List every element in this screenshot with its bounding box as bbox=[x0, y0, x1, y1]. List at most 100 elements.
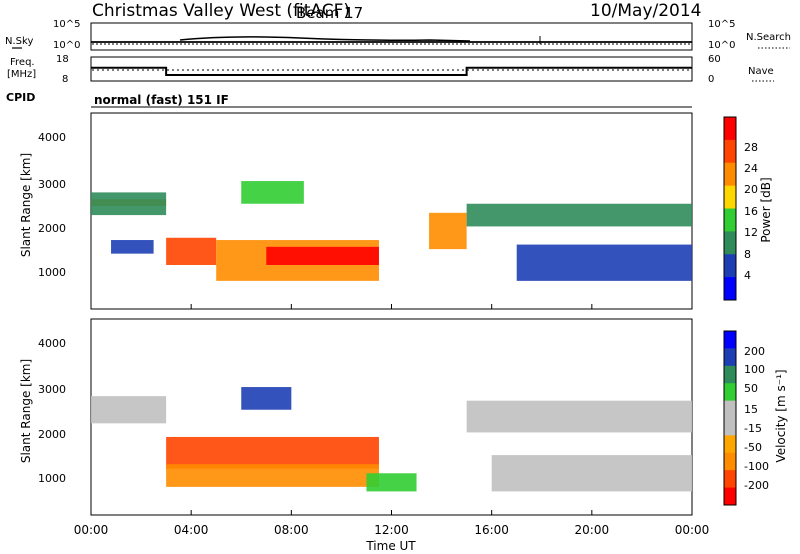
cpid-text: normal (fast) 151 IF bbox=[94, 93, 229, 107]
velocity-ylabel: Slant Range [km] bbox=[19, 359, 33, 463]
power-panel-region-3 bbox=[166, 237, 217, 265]
power-panel-region-9 bbox=[516, 244, 692, 281]
velocity-colorbar-segs-seg-9 bbox=[724, 487, 736, 506]
velocity-panel-region-3 bbox=[241, 387, 292, 410]
beam-label: Beam 17 bbox=[296, 4, 363, 22]
time-axis: 00:00 04:00 08:00 12:00 16:00 20:00 00:00 bbox=[74, 304, 710, 537]
nave-tick-bottom: 0 bbox=[708, 74, 714, 85]
velocity-ytick-4000: 4000 bbox=[38, 337, 66, 350]
nave-tick-top: 60 bbox=[708, 54, 721, 65]
power-colorbar-segs-seg-2 bbox=[724, 162, 736, 187]
power-colorbar-segs-seg-6 bbox=[724, 254, 736, 278]
freq-tick-top: 18 bbox=[56, 54, 69, 65]
velocity-colorbar-segs-seg-8 bbox=[724, 470, 736, 489]
vel-cb-tick-15: 15 bbox=[744, 403, 758, 416]
velocity-colorbar-segs-seg-1 bbox=[724, 348, 736, 367]
velocity-colorbar-segs-seg-7 bbox=[724, 452, 736, 471]
cpid-label: CPID bbox=[6, 91, 35, 104]
velocity-panel-region-0 bbox=[91, 396, 167, 424]
search-label: N.Search bbox=[746, 32, 791, 43]
power-cb-tick-8: 8 bbox=[744, 248, 751, 261]
time-tick-label: 20:00 bbox=[575, 523, 610, 537]
power-colorbar-segs-seg-4 bbox=[724, 208, 736, 232]
time-tick-label: 08:00 bbox=[274, 523, 309, 537]
power-colorbar-segs-seg-0 bbox=[724, 117, 736, 141]
velocity-colorbar-segs-seg-4 bbox=[724, 400, 736, 419]
velocity-panel: Slant Range [km] 4000 3000 2000 1000 bbox=[19, 318, 693, 516]
velocity-ytick-3000: 3000 bbox=[38, 383, 66, 396]
velocity-colorbar-segs-seg-5 bbox=[724, 418, 736, 436]
vel-cb-tick-m100: -100 bbox=[744, 460, 769, 473]
freq-label: Freq. bbox=[10, 57, 35, 68]
power-colorbar-frame bbox=[723, 116, 737, 301]
power-colorbar-segs-seg-7 bbox=[724, 277, 736, 301]
sky-label: N.Sky bbox=[5, 36, 33, 47]
time-tick-label: 16:00 bbox=[474, 523, 509, 537]
power-panel-region-2 bbox=[111, 240, 154, 254]
power-ytick-4000: 4000 bbox=[38, 131, 66, 144]
power-panel-region-5 bbox=[266, 246, 379, 265]
power-colorbar-label: Power [dB] bbox=[759, 177, 773, 242]
vel-cb-tick-200: 200 bbox=[744, 345, 765, 358]
power-cb-tick-4: 4 bbox=[744, 269, 751, 282]
power-panel-region-8 bbox=[466, 203, 692, 227]
velocity-colorbar-label: Velocity [m s⁻¹] bbox=[774, 369, 788, 462]
velocity-data-layer bbox=[91, 387, 692, 492]
power-ytick-1000: 1000 bbox=[38, 266, 66, 279]
nave-label: Nave bbox=[748, 66, 774, 77]
velocity-colorbar: 200 100 50 15 -15 -50 -100 -200 Velocity… bbox=[723, 330, 788, 506]
search-tick-top: 10^5 bbox=[708, 19, 735, 30]
power-colorbar: 28 24 20 16 12 8 4 Power [dB] bbox=[723, 116, 773, 301]
freq-trace bbox=[91, 66, 692, 76]
sky-tick-bottom: 10^0 bbox=[53, 40, 80, 51]
freq-tick-bottom: 8 bbox=[62, 74, 68, 85]
sky-bump-trace bbox=[179, 36, 471, 42]
vel-cb-tick-50: 50 bbox=[744, 382, 758, 395]
time-tick-label: 00:00 bbox=[74, 523, 109, 537]
velocity-colorbar-segs-seg-2 bbox=[724, 365, 736, 384]
sky-panel-frame bbox=[90, 22, 693, 51]
search-tick-bottom: 10^0 bbox=[708, 40, 735, 51]
vel-cb-tick-m50: -50 bbox=[744, 441, 762, 454]
sky-tick-top: 10^5 bbox=[53, 19, 80, 30]
power-ytick-3000: 3000 bbox=[38, 178, 66, 191]
station-title: Christmas Valley West (fitACF) bbox=[92, 1, 350, 21]
power-cb-tick-12: 12 bbox=[744, 226, 758, 239]
vel-cb-tick-100: 100 bbox=[744, 363, 765, 376]
date-label: 10/May/2014 bbox=[590, 1, 702, 21]
velocity-colorbar-segs-seg-3 bbox=[724, 383, 736, 402]
power-panel-region-6 bbox=[241, 181, 304, 204]
power-colorbar-segs-seg-1 bbox=[724, 139, 736, 164]
power-panel-region-1 bbox=[91, 192, 167, 216]
time-tick-label: 04:00 bbox=[174, 523, 209, 537]
power-cb-tick-28: 28 bbox=[744, 141, 758, 154]
vel-cb-tick-m15: -15 bbox=[744, 422, 762, 435]
vel-cb-tick-m200: -200 bbox=[744, 479, 769, 492]
power-colorbar-segs-seg-3 bbox=[724, 185, 736, 209]
velocity-panel-region-1 bbox=[166, 436, 379, 469]
power-data-layer bbox=[91, 181, 692, 281]
freq-units: [MHz] bbox=[7, 69, 36, 80]
power-cb-tick-20: 20 bbox=[744, 183, 758, 196]
time-tick-label: 12:00 bbox=[374, 523, 409, 537]
velocity-colorbar-segs-seg-6 bbox=[724, 435, 736, 454]
velocity-ytick-1000: 1000 bbox=[38, 472, 66, 485]
velocity-colorbar-frame bbox=[723, 330, 737, 506]
velocity-panel-region-4 bbox=[366, 473, 417, 492]
velocity-panel-region-6 bbox=[491, 455, 692, 492]
velocity-panel-region-2 bbox=[166, 464, 379, 487]
velocity-ytick-2000: 2000 bbox=[38, 428, 66, 441]
power-cb-tick-24: 24 bbox=[744, 162, 758, 175]
power-panel-region-7 bbox=[429, 212, 467, 250]
power-colorbar-segs-seg-5 bbox=[724, 231, 736, 255]
freq-panel-frame bbox=[90, 56, 693, 82]
time-axis-label: Time UT bbox=[365, 539, 416, 553]
velocity-panel-region-5 bbox=[466, 400, 692, 433]
velocity-colorbar-segs-seg-0 bbox=[724, 331, 736, 349]
power-panel: Slant Range [km] 4000 3000 2000 1000 bbox=[19, 112, 693, 310]
time-tick-label: 00:00 bbox=[675, 523, 710, 537]
power-ytick-2000: 2000 bbox=[38, 222, 66, 235]
power-ylabel: Slant Range [km] bbox=[19, 153, 33, 257]
power-cb-tick-16: 16 bbox=[744, 205, 758, 218]
